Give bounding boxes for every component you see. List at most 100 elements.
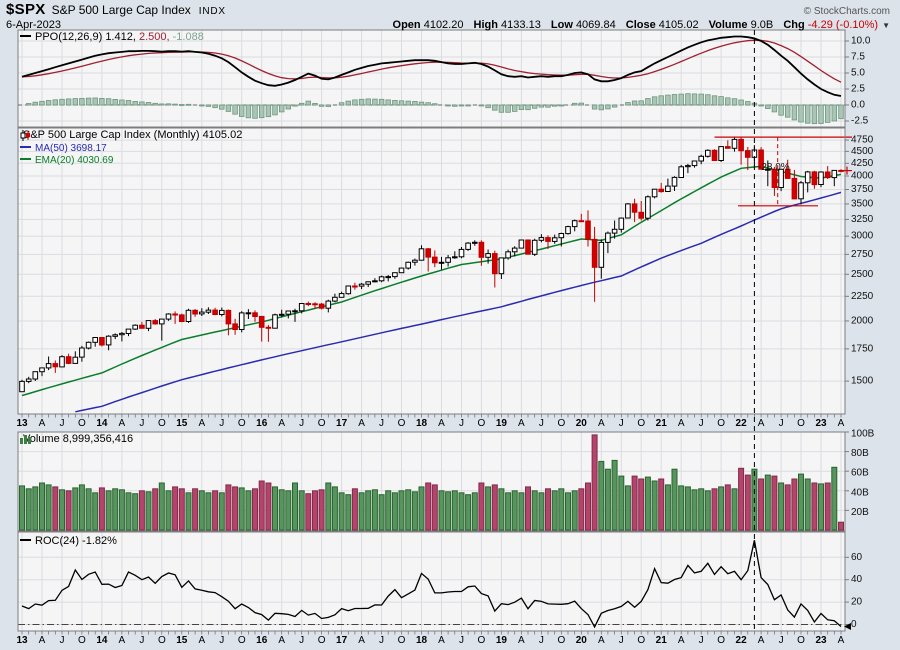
price-legend-text: S&P 500 Large Cap Index (Monthly) 4105.0… (23, 129, 243, 141)
svg-text:20: 20 (576, 635, 588, 646)
svg-text:A: A (598, 418, 605, 429)
ema20-legend-text: EMA(20) 4030.69 (35, 155, 114, 166)
svg-text:J: J (539, 635, 544, 646)
svg-text:40: 40 (851, 574, 863, 585)
volume-label: Volume (708, 19, 748, 31)
svg-text:17: 17 (336, 635, 348, 646)
svg-text:A: A (39, 418, 46, 429)
svg-text:18: 18 (416, 635, 428, 646)
svg-text:O: O (398, 635, 406, 646)
svg-text:O: O (478, 635, 486, 646)
svg-text:2.5: 2.5 (851, 84, 865, 95)
quote-dropdown-icon[interactable]: ▼ (882, 21, 890, 30)
svg-text:2000: 2000 (851, 315, 874, 326)
ma50-legend-text: MA(50) 3698.17 (35, 143, 107, 154)
svg-text:O: O (158, 635, 166, 646)
svg-text:O: O (637, 418, 645, 429)
svg-text:1750: 1750 (851, 343, 874, 354)
svg-text:J: J (219, 635, 224, 646)
svg-text:13: 13 (16, 418, 28, 429)
title-group: $SPX S&P 500 Large Cap Index INDX (6, 1, 226, 19)
svg-text:14: 14 (96, 635, 108, 646)
ma50-legend: MA(50) 3698.17 (20, 143, 107, 154)
svg-text:O: O (797, 418, 805, 429)
volume-legend-text: Volume 8,999,356,416 (23, 433, 134, 445)
svg-text:40B: 40B (851, 487, 869, 498)
svg-text:19: 19 (496, 418, 508, 429)
svg-text:J: J (779, 418, 784, 429)
svg-text:5.0: 5.0 (851, 68, 865, 79)
volume-panel: 100B 80B 60B 40B 20B (17, 429, 875, 532)
svg-text:2500: 2500 (851, 269, 874, 280)
svg-text:J: J (619, 418, 624, 429)
svg-text:60: 60 (851, 552, 863, 563)
x-axis-labels: 13 A J O 14 A J O 15 A J O 16 A J O 17 A J O 18 A J O 19 A J O 20 A J O… (16, 414, 845, 646)
open-value: 4102.20 (423, 19, 464, 31)
svg-text:10.0: 10.0 (851, 36, 871, 47)
svg-text:80B: 80B (851, 448, 869, 459)
svg-text:A: A (39, 635, 46, 646)
svg-text:J: J (379, 635, 384, 646)
ppo-panel: 10.0 7.5 5.0 2.5 0.0 -2.5 (17, 29, 871, 128)
svg-text:2250: 2250 (851, 291, 874, 302)
close-label: Close (625, 19, 656, 31)
svg-text:J: J (619, 635, 624, 646)
measure-annotation-label: -28.0% (758, 162, 790, 173)
svg-text:A: A (119, 418, 126, 429)
roc-legend: ROC(24) -1.82% (20, 536, 117, 547)
svg-text:100B: 100B (851, 429, 875, 440)
svg-text:A: A (438, 418, 445, 429)
svg-text:A: A (278, 418, 285, 429)
svg-text:O: O (717, 635, 725, 646)
volume-value: 9.0B (750, 19, 774, 31)
header-row-1: $SPX S&P 500 Large Cap Index INDX © StockC… (6, 1, 890, 19)
svg-text:19: 19 (496, 635, 508, 646)
svg-text:3250: 3250 (851, 214, 874, 225)
svg-text:O: O (637, 635, 645, 646)
chg-value: -4.29 (-0.10%) (807, 19, 879, 31)
svg-text:J: J (299, 418, 304, 429)
chart-date: 6-Apr-2023 (6, 19, 62, 31)
svg-text:O: O (717, 418, 725, 429)
svg-text:22: 22 (736, 418, 748, 429)
svg-text:J: J (59, 635, 64, 646)
svg-text:15: 15 (176, 635, 188, 646)
svg-text:O: O (78, 635, 86, 646)
svg-text:4250: 4250 (851, 158, 874, 169)
svg-text:J: J (299, 635, 304, 646)
svg-text:3500: 3500 (851, 198, 874, 209)
svg-text:16: 16 (256, 635, 268, 646)
svg-text:A: A (278, 635, 285, 646)
low-label: Low (550, 19, 573, 31)
svg-text:J: J (139, 418, 144, 429)
svg-text:23: 23 (815, 418, 827, 429)
roc-legend-text: ROC(24) -1.82% (35, 535, 117, 547)
svg-text:A: A (838, 635, 845, 646)
svg-text:A: A (838, 418, 845, 429)
svg-text:O: O (238, 418, 246, 429)
svg-text:O: O (318, 418, 326, 429)
svg-text:A: A (758, 635, 765, 646)
svg-text:3750: 3750 (851, 184, 874, 195)
copyright: © StockCharts.com (803, 6, 890, 17)
svg-text:O: O (238, 635, 246, 646)
symbol: $SPX (6, 1, 46, 18)
volume-legend: Volume 8,999,356,416 (20, 434, 133, 445)
roc-line-swatch-icon (20, 539, 31, 541)
ppo-signal-value: 2.500, (138, 31, 170, 43)
svg-text:O: O (797, 635, 805, 646)
header-row-2: 6-Apr-2023 Open 4102.20 High 4133.13 Low… (6, 19, 890, 31)
svg-text:A: A (758, 418, 765, 429)
chart-header: $SPX S&P 500 Large Cap Index INDX © StockC… (0, 0, 900, 31)
ppo-legend: PPO(12,26,9) 1.412, 2.500, -1.088 (20, 32, 204, 43)
ma50-line-swatch-icon (20, 146, 31, 148)
index-name: S&P 500 Large Cap Index (51, 3, 191, 17)
svg-text:O: O (557, 418, 565, 429)
svg-text:J: J (459, 635, 464, 646)
high-label: High (473, 19, 498, 31)
price-legend: S&P 500 Large Cap Index (Monthly) 4105.0… (20, 130, 242, 141)
quote-summary: Open 4102.20 High 4133.13 Low 4069.84 Cl… (386, 19, 890, 31)
high-value: 4133.13 (501, 19, 541, 31)
svg-text:A: A (598, 635, 605, 646)
